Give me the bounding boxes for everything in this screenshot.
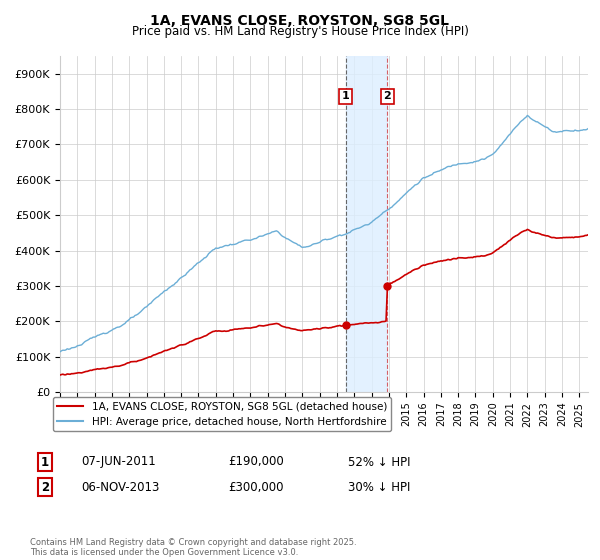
Text: 1: 1	[41, 455, 49, 469]
Text: 07-JUN-2011: 07-JUN-2011	[81, 455, 156, 469]
Text: 1A, EVANS CLOSE, ROYSTON, SG8 5GL: 1A, EVANS CLOSE, ROYSTON, SG8 5GL	[151, 14, 449, 28]
Text: 52% ↓ HPI: 52% ↓ HPI	[348, 455, 410, 469]
Text: £190,000: £190,000	[228, 455, 284, 469]
Text: 06-NOV-2013: 06-NOV-2013	[81, 480, 160, 494]
Legend: 1A, EVANS CLOSE, ROYSTON, SG8 5GL (detached house), HPI: Average price, detached: 1A, EVANS CLOSE, ROYSTON, SG8 5GL (detac…	[53, 397, 391, 431]
Text: 30% ↓ HPI: 30% ↓ HPI	[348, 480, 410, 494]
Text: 1: 1	[342, 91, 350, 101]
Text: 2: 2	[41, 480, 49, 494]
Text: £300,000: £300,000	[228, 480, 284, 494]
Text: Price paid vs. HM Land Registry's House Price Index (HPI): Price paid vs. HM Land Registry's House …	[131, 25, 469, 38]
Bar	[346, 56, 388, 392]
Text: Contains HM Land Registry data © Crown copyright and database right 2025.
This d: Contains HM Land Registry data © Crown c…	[30, 538, 356, 557]
Text: 2: 2	[383, 91, 391, 101]
